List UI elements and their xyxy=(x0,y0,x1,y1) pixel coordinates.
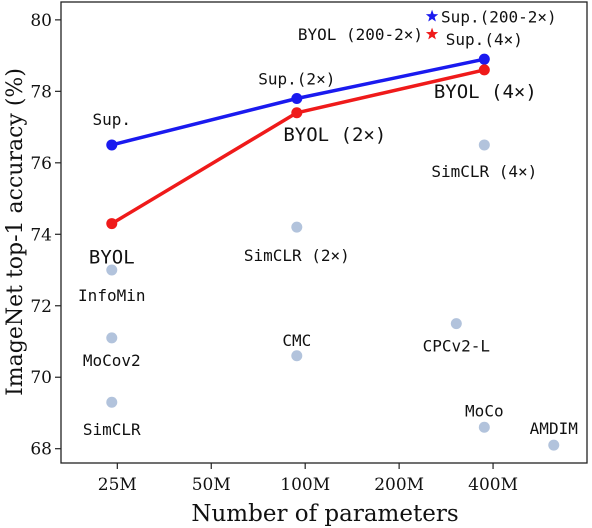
label-sup-2x: Sup.(2×) xyxy=(258,69,335,88)
label-simclr-2x: SimCLR (2×) xyxy=(244,246,350,265)
y-tick-label: 74 xyxy=(30,225,52,245)
label-sup-4x: Sup.(4×) xyxy=(446,30,523,49)
y-tick-label: 68 xyxy=(30,440,52,460)
point-simclr-2x xyxy=(291,221,303,233)
point-moco xyxy=(478,421,490,433)
x-tick-label: 200M xyxy=(374,475,424,495)
star-byol-200-2x xyxy=(425,27,439,40)
y-tick-label: 76 xyxy=(30,154,52,174)
point-simclr xyxy=(106,396,118,408)
point-infomin xyxy=(106,264,118,276)
label-infomin: InfoMin xyxy=(78,286,145,305)
label-byol: BYOL xyxy=(89,247,135,269)
label-sup: Sup. xyxy=(93,110,132,129)
y-tick-label: 72 xyxy=(30,297,52,317)
plot-frame xyxy=(60,1,588,464)
label-byol-2x: BYOL (2×) xyxy=(283,124,386,146)
label-amdim: AMDIM xyxy=(530,419,578,438)
label-mocov2: MoCov2 xyxy=(83,351,141,370)
point-simclr-4x xyxy=(478,139,490,151)
point-byol-4x xyxy=(478,64,490,76)
x-tick-label: 400M xyxy=(468,475,518,495)
x-axis-label: Number of parameters xyxy=(191,501,458,527)
label-cpcv2-l: CPCv2-L xyxy=(423,337,490,356)
data-points xyxy=(106,9,560,451)
label-byol-4x: BYOL (4×) xyxy=(434,81,537,103)
point-cmc xyxy=(291,350,303,362)
label-moco: MoCo xyxy=(465,401,504,420)
y-axis-label: ImageNet top-1 accuracy (%) xyxy=(3,68,28,396)
label-byol-200-2x: BYOL (200-2×) xyxy=(298,25,423,44)
point-sup-4x xyxy=(478,53,490,65)
x-tick-label: 25M xyxy=(98,475,137,495)
y-tick-label: 78 xyxy=(30,82,52,102)
label-sup-200-2x: Sup.(200-2×) xyxy=(441,7,557,26)
point-byol-2x xyxy=(291,107,303,119)
label-simclr-4x: SimCLR (4×) xyxy=(431,162,537,181)
y-tick-label: 70 xyxy=(30,368,52,388)
point-mocov2 xyxy=(106,332,118,344)
point-byol xyxy=(106,218,118,230)
x-tick-label: 50M xyxy=(192,475,231,495)
line-byol xyxy=(110,68,485,226)
label-simclr: SimCLR xyxy=(83,420,141,439)
x-tick-label: 100M xyxy=(280,475,330,495)
star-sup-200-2x xyxy=(425,9,439,22)
point-amdim xyxy=(548,439,560,451)
point-cpcv2-l xyxy=(450,318,462,330)
point-sup-2x xyxy=(291,92,303,104)
label-cmc: CMC xyxy=(282,331,311,350)
point-sup xyxy=(106,139,118,151)
y-tick-label: 80 xyxy=(30,11,52,31)
axes: 68 70 72 74 76 78 80 25M 50M 100M 200M 400M xyxy=(30,1,588,495)
point-labels: Sup. Sup.(2×) Sup.(4×) BYOL BYOL (2×) BYOL (4… xyxy=(78,7,578,439)
